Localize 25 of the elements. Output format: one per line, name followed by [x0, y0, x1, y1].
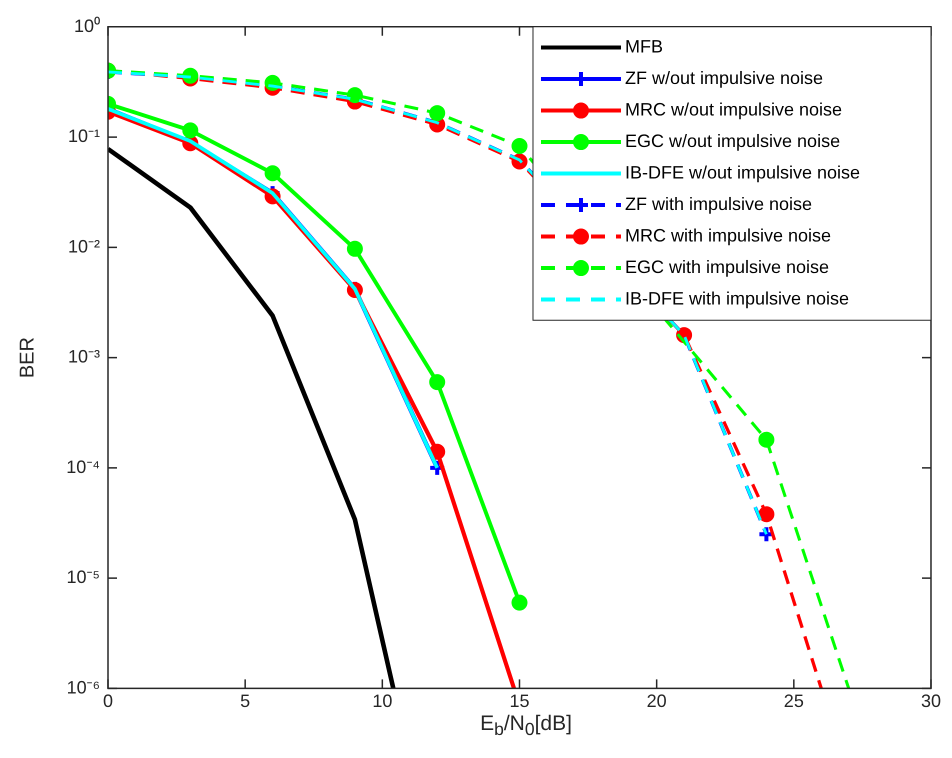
legend-label: EGC w/out impulsive noise	[624, 131, 840, 152]
x-axis-title: E$_{b}$/N$_{0}$[dB]	[479, 712, 573, 740]
y-tick-label: 10⁻⁶	[66, 677, 100, 698]
y-tick-label: 10⁻²	[68, 236, 100, 256]
x-tick-label: 0	[102, 691, 114, 712]
y-tick-label: 10⁻¹	[68, 126, 100, 146]
x-tick-label: 20	[646, 691, 667, 712]
legend-label: MRC w/out impulsive noise	[624, 100, 842, 120]
y-axis-title: BER	[16, 337, 39, 378]
legend-label: MRC with impulsive noise	[624, 226, 832, 246]
legend-label: IB-DFE w/out impulsive noise	[624, 162, 860, 183]
legend-label: ZF w/out impulsive noise	[624, 68, 824, 88]
x-tick-label: 30	[920, 691, 942, 712]
legend-label: MFB	[624, 36, 663, 57]
legend-label: EGC with impulsive noise	[624, 257, 830, 278]
legend-label: ZF with impulsive noise	[624, 194, 812, 214]
y-tick-label: 10⁻⁴	[66, 456, 100, 477]
y-tick-label: 10⁻⁵	[66, 567, 100, 588]
y-tick-label: 10⁰	[74, 16, 100, 36]
x-tick-label: 15	[509, 691, 530, 712]
x-tick-label: 5	[240, 691, 250, 712]
y-tick-label: 10⁻³	[68, 346, 100, 367]
x-tick-label: 25	[784, 691, 804, 712]
x-tick-label: 10	[372, 691, 392, 712]
legend-label: IB-DFE with impulsive noise	[624, 288, 850, 309]
